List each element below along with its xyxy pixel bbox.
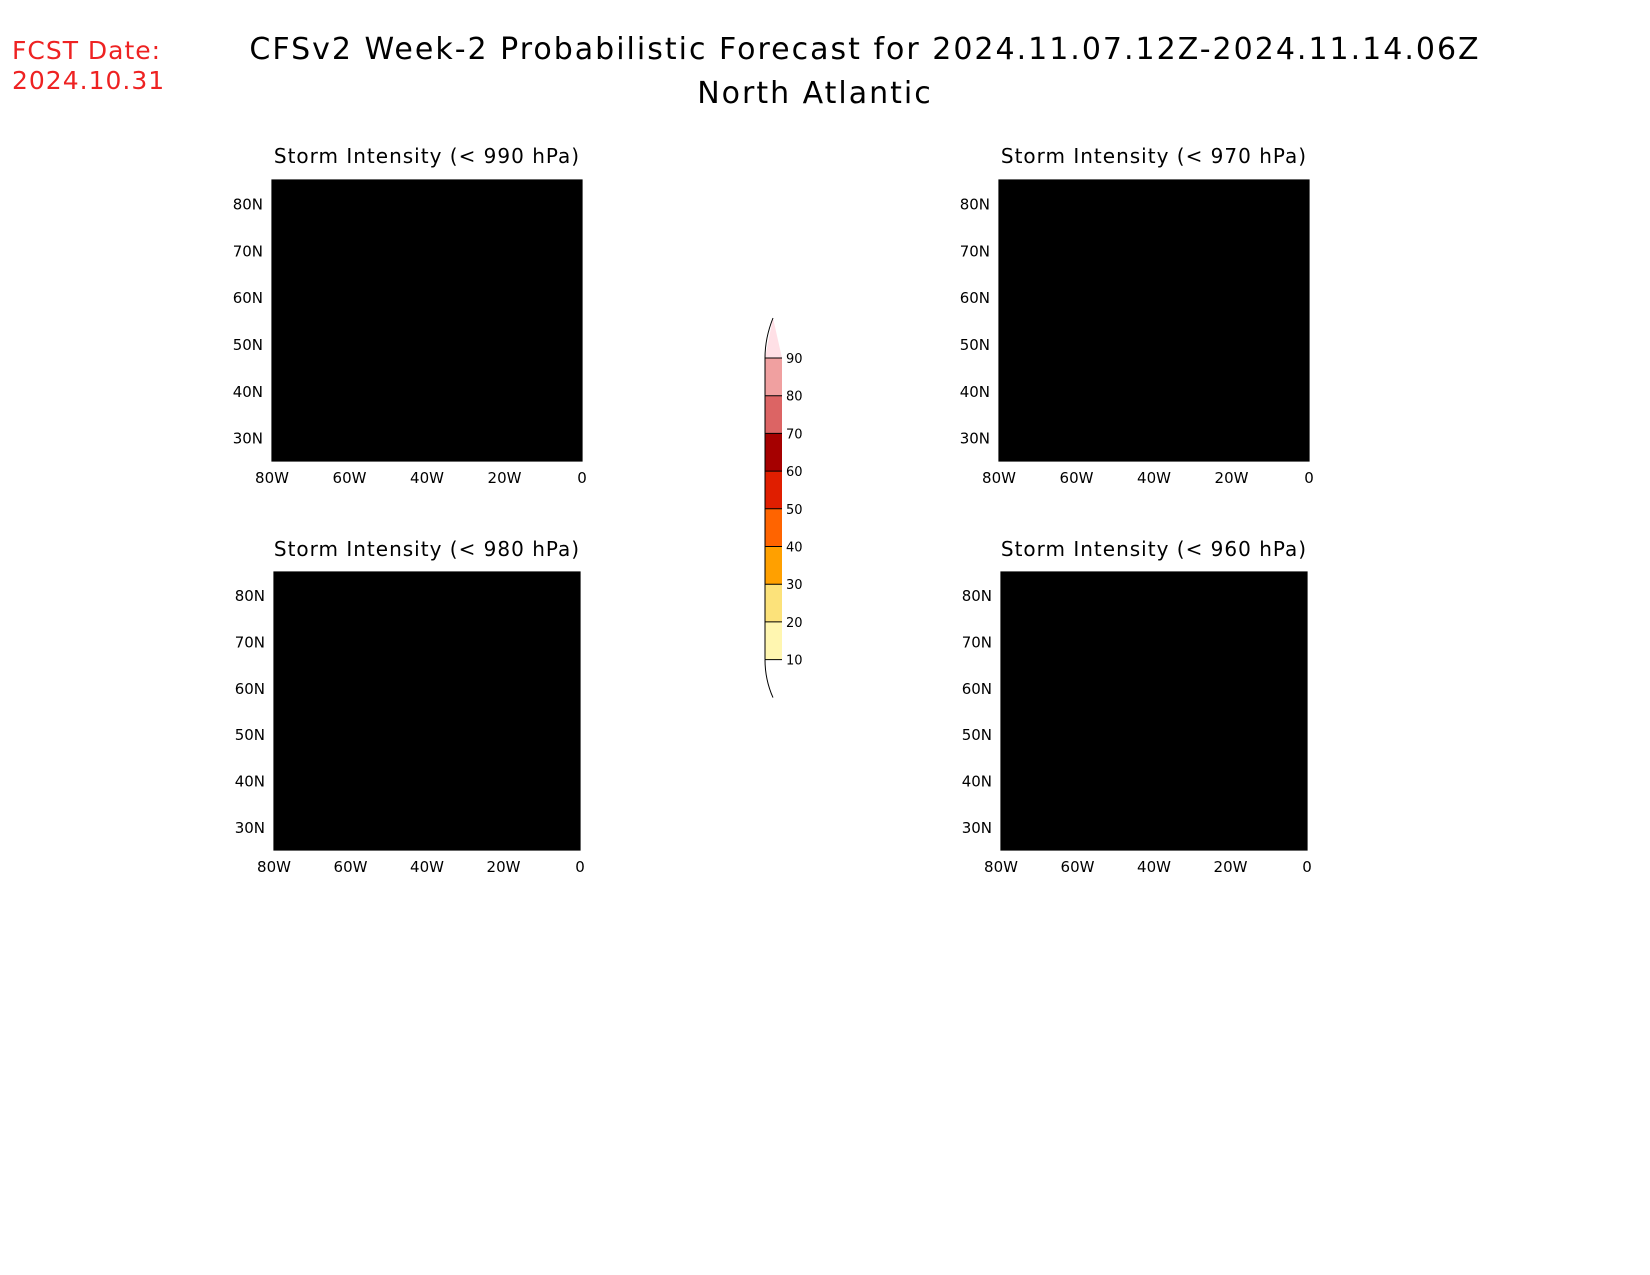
lat-tick-label: 60N (960, 289, 990, 307)
coastline (274, 578, 580, 845)
coastline (999, 186, 1309, 456)
lat-tick-label: 50N (960, 336, 990, 354)
panel-title: Storm Intensity (< 960 hPa) (1001, 537, 1307, 561)
lat-tick-label: 30N (960, 430, 990, 448)
colorbar-label: 20 (786, 616, 803, 631)
lat-tick-label: 80N (960, 195, 990, 213)
forecast-date-label: FCST Date: 2024.10.31 (12, 36, 165, 96)
lat-tick-label: 50N (233, 336, 263, 354)
panel-title: Storm Intensity (< 970 hPa) (1001, 144, 1307, 168)
lon-tick-label: 80W (255, 469, 289, 487)
colorbar-label: 80 (786, 390, 803, 405)
lon-tick-label: 0 (575, 858, 585, 876)
panel-970-hpa: Storm Intensity (< 970 hPa) 80N 70N 60N 50N… (960, 144, 1314, 487)
lon-tick-label: 20W (1214, 858, 1248, 876)
lon-tick-label: 0 (1304, 469, 1314, 487)
lat-tick-label: 50N (962, 726, 992, 744)
lon-tick-label: 20W (487, 858, 521, 876)
lat-tick-label: 80N (233, 195, 263, 213)
lat-tick-label: 30N (962, 819, 992, 837)
lat-tick-label: 40N (235, 773, 265, 791)
fcst-date-caption: FCST Date: (12, 36, 162, 65)
colorbar-label: 10 (786, 654, 803, 669)
colorbar-swatch (765, 508, 782, 547)
colorbar-label: 30 (786, 578, 803, 593)
lat-tick-label: 30N (233, 430, 263, 448)
colorbar-swatch (765, 584, 782, 622)
lon-tick-label: 40W (410, 469, 444, 487)
colorbar-top-arrow (765, 318, 782, 358)
lon-tick-label: 60W (333, 469, 367, 487)
lon-tick-label: 80W (257, 858, 291, 876)
page-subtitle: North Atlantic (697, 76, 933, 111)
lon-tick-label: 60W (1060, 469, 1094, 487)
lon-tick-label: 20W (488, 469, 522, 487)
panel-980-hpa: Storm Intensity (< 980 hPa) 80N 70N 60N 50N… (235, 537, 585, 876)
coastline (1001, 578, 1307, 845)
lon-tick-label: 0 (1302, 858, 1312, 876)
lat-tick-label: 70N (962, 634, 992, 652)
colorbar-bottom-arrow (764, 659, 774, 698)
colorbar-swatch (765, 621, 782, 660)
colorbar-swatch (765, 471, 782, 509)
lon-tick-label: 20W (1215, 469, 1249, 487)
lon-tick-label: 80W (982, 469, 1016, 487)
lon-tick-label: 0 (577, 469, 587, 487)
lat-tick-label: 40N (962, 773, 992, 791)
lat-tick-label: 40N (233, 383, 263, 401)
colorbar-label: 50 (786, 503, 803, 518)
panel-title: Storm Intensity (< 990 hPa) (274, 144, 580, 168)
colorbar-swatch (765, 433, 782, 472)
colorbar-label: 70 (786, 427, 803, 442)
colorbar-swatch (765, 395, 782, 434)
colorbar-swatch (765, 358, 782, 396)
lat-tick-label: 50N (235, 726, 265, 744)
coastline (272, 186, 582, 456)
lat-tick-label: 60N (962, 680, 992, 698)
page-title: CFSv2 Week-2 Probabilistic Forecast for … (249, 32, 1481, 67)
lon-tick-label: 60W (334, 858, 368, 876)
panel-title: Storm Intensity (< 980 hPa) (274, 537, 580, 561)
lon-tick-label: 40W (1137, 858, 1171, 876)
colorbar-label: 90 (786, 352, 803, 367)
colorbar-label: 60 (786, 465, 803, 480)
panel-960-hpa: Storm Intensity (< 960 hPa) 80N 70N 60N 50N… (962, 537, 1312, 876)
colorbar-top-outline (764, 317, 774, 359)
lat-tick-label: 70N (235, 634, 265, 652)
panel-990-hpa: Storm Intensity (< 990 hPa) 80N 70N 60N 50N… (233, 144, 587, 487)
lon-tick-label: 80W (984, 858, 1018, 876)
colorbar-label: 40 (786, 541, 803, 556)
lat-tick-label: 30N (235, 819, 265, 837)
colorbar-swatch (765, 546, 782, 585)
lat-tick-label: 60N (233, 289, 263, 307)
lon-tick-label: 60W (1061, 858, 1095, 876)
lat-tick-label: 80N (962, 587, 992, 605)
lat-tick-label: 70N (960, 242, 990, 260)
lat-tick-label: 40N (960, 383, 990, 401)
lat-tick-label: 70N (233, 242, 263, 260)
lon-tick-label: 40W (410, 858, 444, 876)
colorbar-legend: 10 20 30 40 50 60 70 80 90 (764, 317, 803, 698)
lat-tick-label: 80N (235, 587, 265, 605)
lat-tick-label: 60N (235, 680, 265, 698)
lon-tick-label: 40W (1137, 469, 1171, 487)
fcst-date-value: 2024.10.31 (12, 66, 166, 95)
